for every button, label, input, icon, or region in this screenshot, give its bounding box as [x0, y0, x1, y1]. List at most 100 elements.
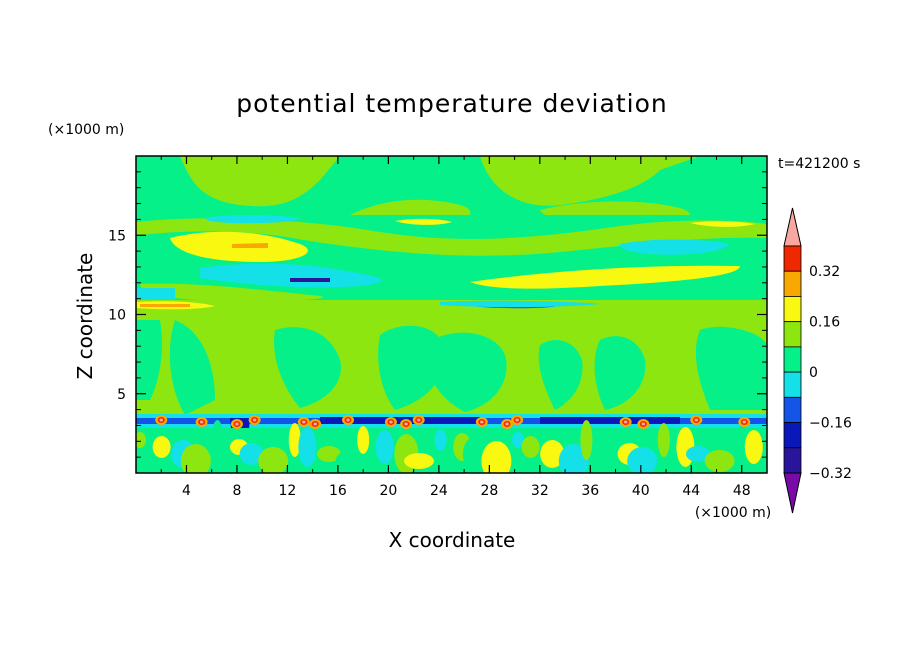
eddy — [744, 430, 763, 464]
colorbar-box — [783, 447, 802, 474]
peak-core — [389, 420, 393, 424]
peak-core — [404, 422, 408, 426]
bottom-base — [136, 428, 767, 473]
eddy — [627, 447, 658, 473]
eddy — [704, 450, 735, 472]
colorbar-box — [783, 396, 802, 423]
x-tick-label: 4 — [182, 483, 191, 499]
green-plume-5 — [538, 340, 583, 410]
yellow-streak-upper — [395, 218, 452, 225]
x-tick-label: 36 — [581, 483, 599, 499]
colorbar-bottom-arrow — [783, 472, 802, 514]
colorbar-tick-label: −0.16 — [809, 416, 852, 432]
peak-core — [416, 418, 421, 422]
x-axis: 4 8 12 16 20 24 28 32 36 40 44 48 — [160, 156, 751, 499]
eddy — [462, 437, 487, 471]
colorbar-box — [783, 245, 802, 272]
colorbar-box — [783, 321, 802, 348]
eddy — [735, 426, 748, 454]
eddies — [136, 420, 763, 473]
cyan-band-mid — [200, 263, 382, 288]
colorbar-box — [783, 371, 802, 398]
peak-core — [515, 418, 519, 422]
eddy — [686, 446, 710, 462]
eddy — [239, 443, 264, 465]
yellow-band-right — [470, 265, 740, 289]
eddy — [404, 453, 434, 469]
eddy — [481, 441, 512, 473]
peak-core — [235, 422, 239, 426]
colorbar-box — [783, 346, 802, 373]
colorbar-tick-label: −0.32 — [809, 466, 852, 482]
green-plume-1 — [169, 320, 215, 415]
eddy — [657, 423, 670, 457]
green-plume-2 — [274, 327, 341, 408]
x-tick-label: 40 — [632, 483, 650, 499]
y-axis-label: Z coordinate — [73, 253, 97, 380]
yellow-streak-upper-right — [690, 221, 755, 227]
upper-green-patch — [136, 156, 767, 215]
time-label: t=421200 s — [778, 156, 860, 172]
colorbar-box — [783, 270, 802, 297]
eddy — [357, 426, 370, 454]
eddy — [558, 444, 589, 473]
colorbar-top-arrow — [783, 207, 802, 247]
peak-core — [199, 420, 204, 424]
x-tick-label: 16 — [329, 483, 347, 499]
chart-title: potential temperature deviation — [236, 89, 667, 118]
lime-wedge-mid — [140, 283, 324, 301]
colorbar: 0.32 0.16 0 −0.16 −0.32 — [783, 207, 852, 514]
green-plume-8 — [136, 320, 162, 400]
boundary-navy-2 — [540, 417, 680, 424]
peak-core — [505, 422, 509, 426]
colorbar-tick-label: 0.32 — [809, 264, 840, 280]
green-plume-7 — [695, 326, 767, 410]
eddy — [211, 420, 224, 460]
colorbar-box — [783, 296, 802, 323]
colorbar-tick-label: 0.16 — [809, 315, 840, 331]
orange-streak-10k — [140, 304, 190, 307]
x-tick-label: 44 — [682, 483, 700, 499]
eddy — [580, 420, 593, 460]
peak-core — [694, 418, 699, 422]
eddy — [258, 447, 289, 473]
positive-peaks — [155, 415, 751, 429]
eddy — [152, 436, 171, 458]
x-tick-label: 8 — [232, 483, 241, 499]
eddy — [540, 440, 565, 468]
y-tick-label: 15 — [108, 228, 126, 244]
navy-streak-mid — [290, 278, 330, 282]
x-tick-label: 24 — [430, 483, 448, 499]
eddy — [288, 423, 301, 457]
peak-core — [252, 418, 257, 422]
green-plume-6 — [594, 336, 646, 410]
peak-core — [159, 418, 164, 422]
y-tick-label: 10 — [108, 308, 126, 324]
colorbar-box — [783, 422, 802, 449]
peak-core — [313, 422, 318, 426]
orange-streak-left — [232, 243, 268, 248]
eddy — [375, 430, 394, 464]
eddy — [599, 439, 617, 455]
boundary-navy-1 — [320, 417, 480, 424]
eddy — [521, 436, 540, 458]
x-axis-label: X coordinate — [389, 528, 516, 552]
x-unit-label: (×1000 m) — [695, 505, 771, 521]
eddy — [298, 427, 317, 467]
y-tick-label: 5 — [117, 387, 126, 403]
peak-core — [302, 420, 306, 424]
eddy — [136, 432, 146, 448]
peak-core — [623, 420, 628, 424]
cyan-streak-upper — [205, 215, 300, 224]
x-tick-label: 20 — [379, 483, 397, 499]
eddy — [512, 432, 524, 448]
peak-core — [346, 418, 350, 422]
x-tick-label: 28 — [480, 483, 498, 499]
cyan-blob-right — [620, 239, 730, 255]
x-tick-label: 12 — [279, 483, 297, 499]
eddy — [434, 429, 447, 451]
x-tick-label: 32 — [531, 483, 549, 499]
eddy — [180, 444, 211, 473]
eddy — [676, 427, 695, 467]
